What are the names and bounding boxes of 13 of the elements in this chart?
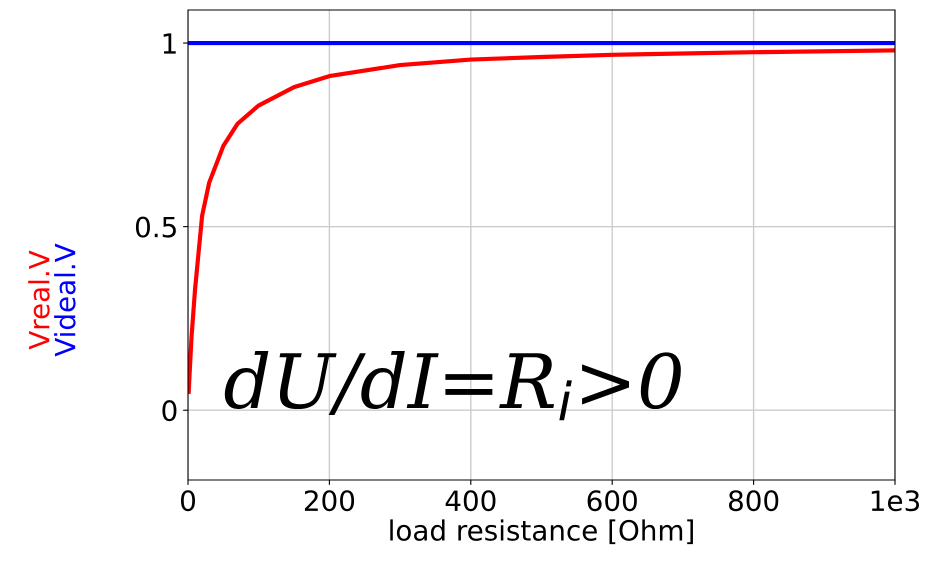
y-tick-label: 1 <box>164 33 176 54</box>
x-tick-label: 0 <box>180 490 195 512</box>
x-tick-label: 800 <box>728 490 778 512</box>
annotation: dU/dI=R$_{i}$>0 <box>224 351 681 420</box>
x-axis-title: load resistance [Ohm] <box>390 519 693 544</box>
y-tick-label: 0.5 <box>136 216 176 238</box>
x-tick-label: 1e3 <box>872 490 919 512</box>
text: Vreal.V <box>28 250 50 350</box>
y-tick-label: 0 <box>162 400 176 422</box>
x-tick-label: 400 <box>446 490 496 512</box>
text: Videal.V <box>54 244 76 356</box>
x-tick-label: 600 <box>588 490 637 512</box>
x-tick-label: 200 <box>304 490 354 512</box>
